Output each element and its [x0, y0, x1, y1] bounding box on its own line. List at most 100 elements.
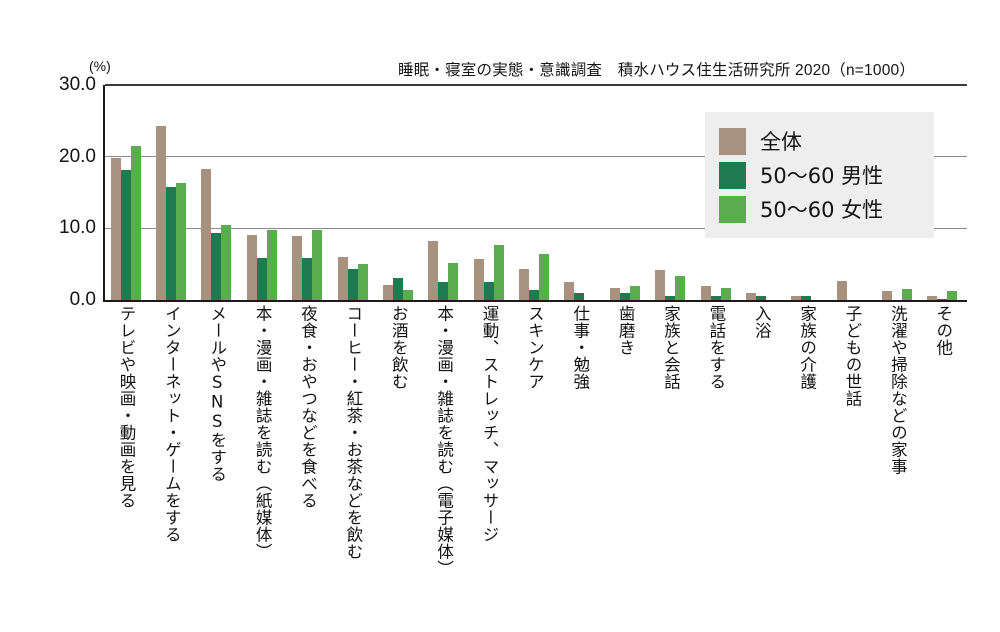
bar	[357, 264, 368, 300]
bar-group	[285, 85, 330, 300]
bar	[745, 292, 756, 300]
gridline	[105, 155, 967, 158]
bar	[882, 290, 893, 300]
bar	[665, 296, 676, 300]
plot-area	[103, 84, 967, 302]
bar	[519, 269, 530, 300]
bar-group	[920, 85, 965, 300]
x-axis-category-label: 運動、ストレッチ、マッサージ	[479, 305, 499, 543]
x-axis-label-cell: 夜食・おやつなどを食べる	[285, 305, 330, 625]
x-axis-category-label: 夜食・おやつなどを食べる	[298, 305, 318, 509]
x-axis-category-label: 子どもの世話	[842, 305, 862, 407]
chart-legend: 全体 50〜60 男性 50〜60 女性	[705, 112, 934, 238]
bar-group	[693, 85, 738, 300]
bar	[609, 287, 620, 300]
bar	[483, 282, 494, 300]
bar	[947, 291, 958, 300]
bar	[110, 158, 121, 300]
x-axis-category-label: スキンケア	[525, 305, 545, 390]
bar	[619, 292, 630, 300]
bar	[710, 295, 721, 300]
x-axis-label-cell: コーヒー・紅茶・お茶などを飲む	[330, 305, 375, 625]
x-axis-label-cell: その他	[920, 305, 965, 625]
x-axis-label-cell: 運動、ストレッチ、マッサージ	[466, 305, 511, 625]
bar	[927, 296, 938, 300]
x-axis-label-cell: 洗濯や掃除などの家事	[874, 305, 919, 625]
bar-group	[148, 85, 193, 300]
x-axis-category-label: その他	[933, 305, 953, 356]
x-axis-category-label: 家族と会話	[661, 305, 681, 390]
bar	[347, 269, 358, 300]
x-axis-category-label: 入浴	[752, 305, 772, 339]
x-axis-label-cell: 本・漫画・雑誌を読む（紙媒体）	[239, 305, 284, 625]
bar	[438, 282, 449, 300]
bar-group	[829, 85, 874, 300]
x-axis-category-label: 本・漫画・雑誌を読む（紙媒体）	[253, 305, 273, 560]
bar-group	[194, 85, 239, 300]
x-axis-category-label: コーヒー・紅茶・お茶などを飲む	[343, 305, 363, 560]
bar-group	[557, 85, 602, 300]
bar	[448, 262, 459, 300]
bar-group	[738, 85, 783, 300]
gridline	[105, 84, 967, 86]
x-axis-category-labels: テレビや映画・動画を見る インターネット・ゲームをする メールやSNSをする 本・漫画…	[103, 305, 965, 625]
x-axis-label-cell: インターネット・ゲームをする	[148, 305, 193, 625]
x-axis-label-cell: 入浴	[738, 305, 783, 625]
bar	[337, 257, 348, 300]
bar	[539, 254, 550, 300]
x-axis-category-label: テレビや映画・動画を見る	[116, 305, 136, 509]
legend-label: 50〜60 男性	[760, 164, 884, 188]
y-axis-tick: 0.0	[69, 289, 96, 310]
x-axis-label-cell: スキンケア	[511, 305, 556, 625]
y-axis-tick: 10.0	[59, 217, 96, 239]
legend-item[interactable]: 50〜60 女性	[719, 192, 920, 226]
bar-group	[239, 85, 284, 300]
bar	[166, 186, 177, 300]
bar-group	[421, 85, 466, 300]
bar-group	[466, 85, 511, 300]
bar-groups	[103, 85, 965, 300]
bar	[473, 259, 484, 300]
bar	[655, 269, 666, 300]
bar	[629, 285, 640, 300]
bar	[902, 289, 913, 300]
bar-group	[511, 85, 556, 300]
bar-group	[874, 85, 919, 300]
bar	[937, 298, 948, 300]
gridline	[105, 227, 967, 230]
legend-swatch-icon	[719, 161, 746, 189]
bar	[201, 168, 212, 300]
bar	[720, 287, 731, 300]
y-axis-tick: 30.0	[59, 74, 96, 95]
bar	[700, 285, 711, 300]
bar	[564, 282, 575, 300]
legend-item[interactable]: 50〜60 男性	[719, 158, 920, 192]
bar	[130, 145, 141, 300]
bar	[836, 280, 847, 300]
bar	[791, 295, 802, 300]
bar	[574, 292, 585, 300]
x-axis-category-label: 本・漫画・雑誌を読む（電子媒体）	[434, 305, 454, 577]
bar	[312, 229, 323, 300]
bar	[402, 289, 413, 300]
bar-group	[602, 85, 647, 300]
bar	[392, 277, 403, 300]
bar	[211, 233, 222, 300]
bar-group	[648, 85, 693, 300]
bar	[176, 183, 187, 300]
x-axis-category-label: 電話をする	[706, 305, 726, 390]
x-axis-category-label: インターネット・ゲームをする	[162, 305, 182, 543]
x-axis-label-cell: 子どもの世話	[829, 305, 874, 625]
x-axis-label-cell: 歯磨き	[602, 305, 647, 625]
bar	[493, 244, 504, 300]
bar	[675, 276, 686, 300]
bar	[156, 125, 167, 300]
bar	[801, 295, 812, 300]
bar-group	[103, 85, 148, 300]
bar	[246, 234, 257, 300]
legend-item[interactable]: 全体	[719, 124, 920, 158]
y-axis-unit-label: (%)	[89, 58, 111, 74]
bar-group	[375, 85, 420, 300]
bar	[755, 295, 766, 300]
x-axis-category-label: 仕事・勉強	[570, 305, 590, 390]
